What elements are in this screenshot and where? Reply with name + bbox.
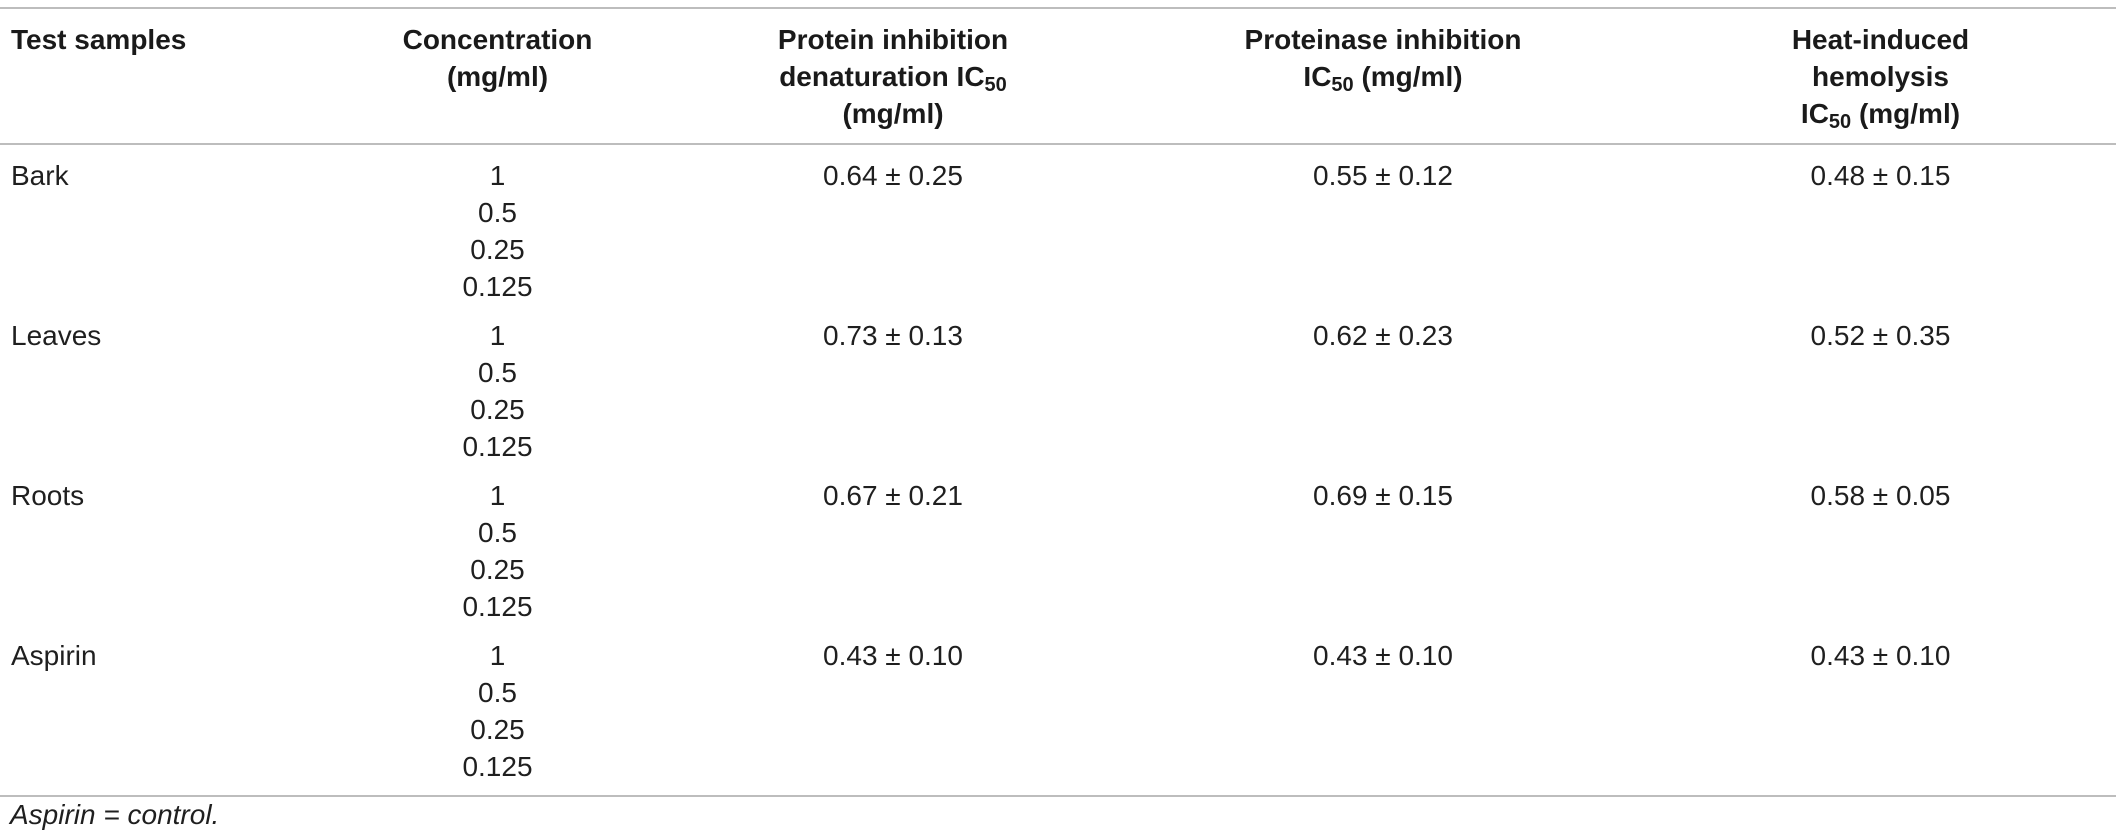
table-header: Test samples Concentration (mg/ml) Prote… xyxy=(0,7,2116,145)
protein-ic50-value: 0.67 ± 0.21 xyxy=(823,480,963,511)
header-concentration-line-1: Concentration xyxy=(402,24,593,55)
concentration-value: 0.5 xyxy=(478,197,517,228)
concentration-value: 1 xyxy=(489,320,506,351)
table-body: Bark 1 0.5 0.25 0.125 0.64 ± 0.25 0.55 ±… xyxy=(0,144,2116,797)
header-protein-ic: denaturation IC xyxy=(779,61,985,92)
concentration-value: 1 xyxy=(489,640,506,671)
header-hemolysis-subscript: 50 xyxy=(1828,111,1852,133)
table-row: Aspirin 1 0.5 0.25 0.125 0.43 ± 0.10 0.4… xyxy=(0,625,2116,797)
header-hemolysis-line-2: hemolysis xyxy=(1812,61,1949,92)
sample-name: Bark xyxy=(11,160,69,191)
concentration-value: 0.25 xyxy=(470,394,525,425)
concentration-cell: 1 0.5 0.25 0.125 xyxy=(330,305,665,465)
header-protein-line-3: (mg/ml) xyxy=(842,98,944,129)
proteinase-ic50-value: 0.43 ± 0.10 xyxy=(1121,625,1645,797)
sample-name: Aspirin xyxy=(0,625,330,797)
header-heat-hemolysis: Heat-induced hemolysis IC50 (mg/ml) xyxy=(1645,7,2116,145)
sample-name: Leaves xyxy=(11,320,102,351)
concentration-value: 0.25 xyxy=(470,554,525,585)
header-proteinase-ic: IC xyxy=(1303,61,1332,92)
protein-ic50-value: 0.43 ± 0.10 xyxy=(665,625,1121,797)
header-proteinase-unit: (mg/ml) xyxy=(1353,61,1463,92)
header-concentration: Concentration (mg/ml) xyxy=(330,7,665,145)
table-row: Roots 1 0.5 0.25 0.125 0.67 ± 0.21 0.69 … xyxy=(0,465,2116,625)
results-table: Test samples Concentration (mg/ml) Prote… xyxy=(0,7,2116,797)
table-row: Leaves 1 0.5 0.25 0.125 0.73 ± 0.13 0.62… xyxy=(0,305,2116,465)
concentration-value: 0.125 xyxy=(462,431,533,462)
concentration-value: 0.25 xyxy=(470,714,525,745)
header-proteinase-subscript: 50 xyxy=(1331,74,1354,96)
header-proteinase-line-2: IC50 (mg/ml) xyxy=(1121,58,1645,95)
concentration-cell: 1 0.5 0.25 0.125 xyxy=(330,465,665,625)
hemolysis-ic50-value: 0.58 ± 0.05 xyxy=(1810,480,1951,511)
table-footnote: Aspirin = control. xyxy=(10,799,220,830)
header-proteinase-inhibition: Proteinase inhibition IC50 (mg/ml) xyxy=(1121,7,1645,145)
header-hemolysis-line-3: IC50 (mg/ml) xyxy=(1645,95,2116,132)
concentration-cell: 1 0.5 0.25 0.125 xyxy=(330,625,665,797)
concentration-value: 0.5 xyxy=(478,357,517,388)
header-hemolysis-ic: IC xyxy=(1800,98,1829,129)
sample-name: Roots xyxy=(11,480,85,511)
concentration-value: 1 xyxy=(489,480,506,511)
concentration-cell: 1 0.5 0.25 0.125 xyxy=(330,144,665,305)
header-protein-subscript: 50 xyxy=(984,74,1007,96)
protein-ic50-value: 0.73 ± 0.13 xyxy=(823,320,963,351)
header-test-samples: Test samples xyxy=(0,7,330,145)
proteinase-ic50-value: 0.62 ± 0.23 xyxy=(1313,320,1453,351)
header-protein-inhibition: Protein inhibition denaturation IC50 (mg… xyxy=(665,7,1121,145)
header-row: Test samples Concentration (mg/ml) Prote… xyxy=(0,7,2116,145)
header-hemolysis-unit: (mg/ml) xyxy=(1851,98,1961,129)
concentration-value: 0.5 xyxy=(478,517,517,548)
concentration-value: 0.125 xyxy=(462,591,533,622)
header-protein-line-1: Protein inhibition xyxy=(777,24,1009,55)
results-table-container: Test samples Concentration (mg/ml) Prote… xyxy=(0,7,2116,797)
concentration-value: 0.125 xyxy=(462,271,533,302)
proteinase-ic50-value: 0.55 ± 0.12 xyxy=(1313,160,1453,191)
concentration-value: 0.5 xyxy=(478,677,517,708)
header-hemolysis-line-1: Heat-induced xyxy=(1791,24,1970,55)
hemolysis-ic50-value: 0.48 ± 0.15 xyxy=(1810,160,1951,191)
hemolysis-ic50-value: 0.52 ± 0.35 xyxy=(1810,320,1951,351)
header-concentration-line-2: (mg/ml) xyxy=(446,61,549,92)
table-row: Bark 1 0.5 0.25 0.125 0.64 ± 0.25 0.55 ±… xyxy=(0,144,2116,305)
protein-ic50-value: 0.64 ± 0.25 xyxy=(823,160,963,191)
concentration-value: 0.25 xyxy=(470,234,525,265)
hemolysis-ic50-value: 0.43 ± 0.10 xyxy=(1645,625,2116,797)
concentration-value: 0.125 xyxy=(462,751,533,782)
concentration-value: 1 xyxy=(489,160,506,191)
proteinase-ic50-value: 0.69 ± 0.15 xyxy=(1313,480,1453,511)
header-proteinase-line-1: Proteinase inhibition xyxy=(1244,24,1522,55)
header-protein-line-2: denaturation IC50 xyxy=(665,58,1121,95)
